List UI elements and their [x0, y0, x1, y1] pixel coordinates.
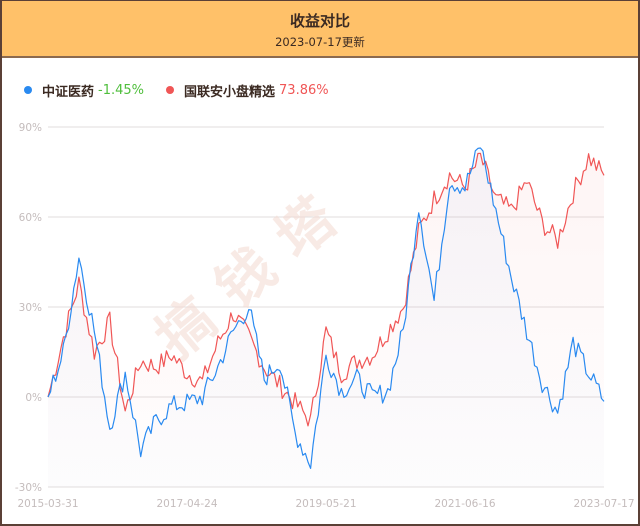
svg-text:0%: 0% [25, 392, 42, 404]
series-areas [48, 148, 604, 488]
svg-text:2021-06-16: 2021-06-16 [434, 498, 495, 510]
x-axis: 2015-03-31 2017-04-24 2019-05-21 2021-06-16… [17, 498, 634, 510]
svg-text:2015-03-31: 2015-03-31 [17, 498, 78, 510]
svg-text:2019-05-21: 2019-05-21 [295, 498, 356, 510]
legend: 中证医药 -1.45% 国联安小盘精选 73.86% [24, 81, 351, 100]
series-line-zhongzheng-yiyao[interactable] [47, 147, 605, 469]
legend-value: 73.86% [279, 82, 329, 98]
svg-text:60%: 60% [19, 212, 42, 224]
series-line-guolianan[interactable] [47, 152, 605, 427]
svg-text:2017-04-24: 2017-04-24 [156, 498, 217, 510]
y-axis: 90% 60% 30% 0% -30% [15, 122, 42, 494]
svg-text:2023-07-17: 2023-07-17 [573, 498, 634, 510]
update-date: 2023-07-17更新 [275, 35, 365, 49]
series-dot-icon [24, 86, 32, 94]
series-dot-icon [166, 86, 175, 94]
chart-title: 收益对比 [289, 12, 350, 30]
legend-label: 中证医药 [42, 84, 95, 100]
legend-value: -1.45% [98, 82, 145, 98]
svg-text:-30%: -30% [15, 482, 42, 494]
svg-text:90%: 90% [19, 122, 42, 134]
svg-text:30%: 30% [19, 302, 42, 314]
legend-label: 国联安小盘精选 [184, 84, 276, 100]
series-lines [47, 147, 605, 469]
series-area [48, 148, 604, 487]
legend-item-zhongzheng-yiyao[interactable]: 中证医药 -1.45% [24, 81, 144, 100]
header-bar: 收益对比 2023-07-17更新 [2, 1, 638, 58]
legend-item-guolianan[interactable]: 国联安小盘精选 73.86% [166, 81, 329, 100]
